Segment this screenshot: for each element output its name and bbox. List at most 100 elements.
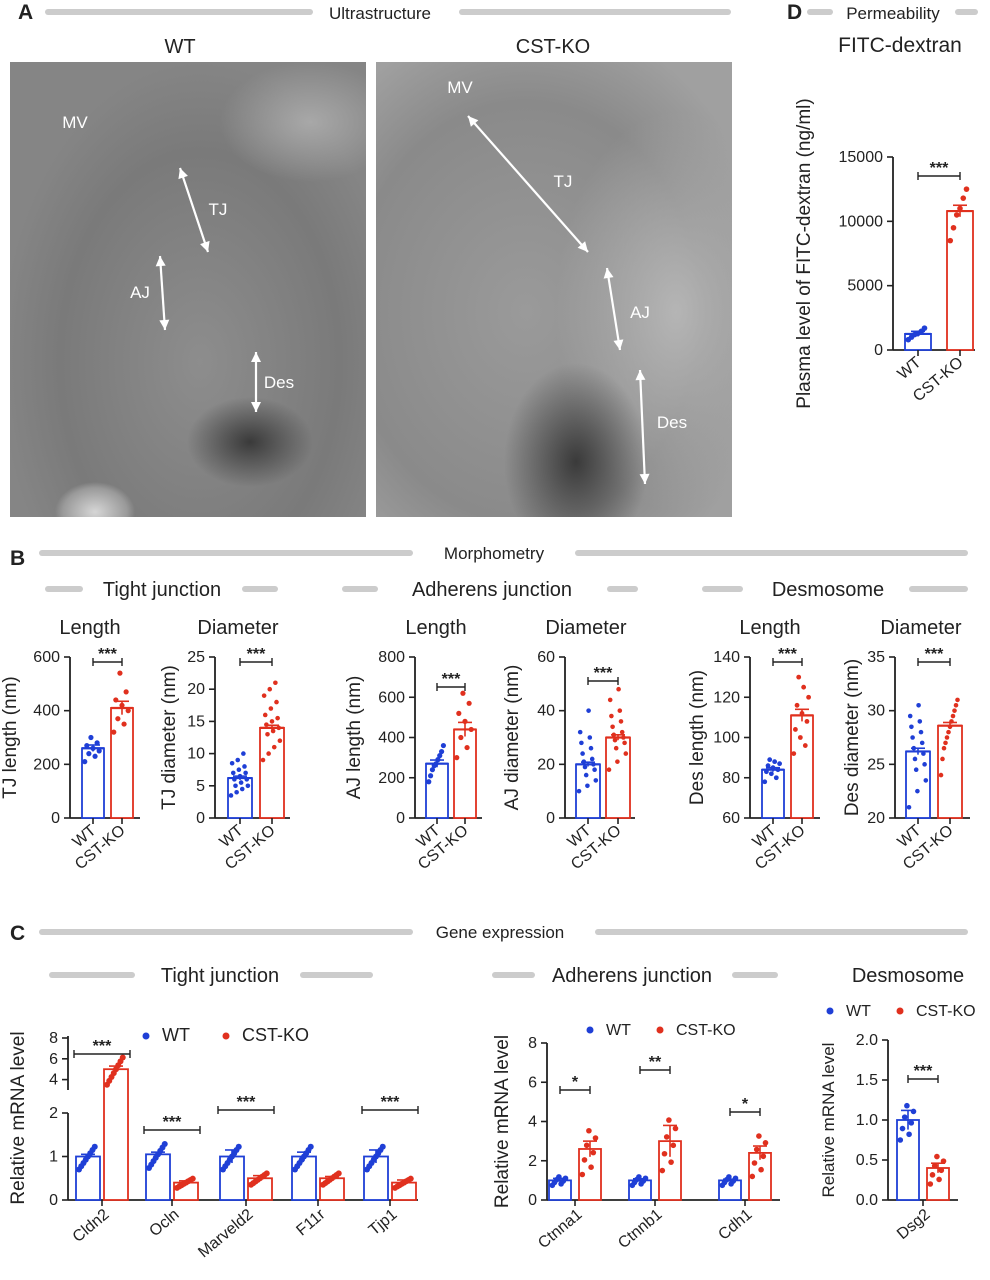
ge_aj-point bbox=[583, 1142, 590, 1149]
ge_tj-y-tick-label: 2 bbox=[49, 1105, 58, 1122]
des_dia-cst-ko-point bbox=[938, 772, 944, 778]
ge_aj-point bbox=[721, 1179, 728, 1186]
des_dia-cst-ko-point bbox=[952, 708, 957, 713]
ge_aj-y-tick-label: 2 bbox=[528, 1153, 537, 1170]
arrow-tj-wt-shaft bbox=[178, 167, 210, 253]
fitc-cst-ko-point bbox=[953, 212, 960, 218]
ge_tj-point bbox=[366, 1163, 373, 1170]
fitc-cst-ko-point bbox=[947, 237, 954, 244]
ge_des-y-tick-label: 1.0 bbox=[856, 1112, 878, 1129]
aj_len-cst-ko-point bbox=[464, 744, 470, 751]
aj_dia-title: Diameter bbox=[545, 617, 626, 639]
tj_len-cst-ko-point bbox=[117, 670, 123, 676]
aj_dia-cst-ko-point bbox=[606, 767, 612, 772]
fitc-y-tick-label: 0 bbox=[874, 342, 883, 359]
arrow-tj-cst-ko-head bbox=[468, 116, 479, 127]
ge_tj-y-label: Relative mRNA level bbox=[8, 1031, 29, 1204]
tj_len-y-label: TJ length (nm) bbox=[0, 676, 21, 798]
tj_len-wt-point bbox=[82, 759, 88, 765]
panel-label-d: D bbox=[787, 1, 802, 24]
ge_tj-point bbox=[187, 1176, 194, 1183]
tj_len-wt-point bbox=[86, 751, 92, 757]
ultrastructure-title: Ultrastructure bbox=[329, 4, 431, 23]
des_dia-wt-point bbox=[922, 762, 927, 767]
ge_des-Dsg2-significance: *** bbox=[914, 1063, 933, 1080]
aj_dia-cst-ko-point bbox=[619, 729, 625, 735]
legend-marker-cst-ko bbox=[896, 1007, 904, 1015]
micrograph-cst-ko bbox=[376, 62, 732, 517]
ge_aj-point bbox=[659, 1167, 666, 1174]
aj_dia-wt-point bbox=[587, 735, 593, 740]
des_len-cst-ko-point bbox=[797, 735, 803, 740]
arrow-des-cst-ko-head bbox=[639, 473, 650, 484]
tj_dia-cst-ko-point bbox=[269, 719, 275, 724]
des_len-cst-ko-point bbox=[796, 674, 802, 680]
ge_des-point bbox=[929, 1172, 936, 1178]
des_dia-wt-point bbox=[907, 713, 913, 719]
aj_dia-significance: *** bbox=[594, 665, 613, 682]
aj_dia-wt-point bbox=[579, 740, 584, 746]
des_len-cst-ko-point bbox=[804, 719, 810, 724]
tj_len-cst-ko-point bbox=[125, 708, 131, 714]
arrow-des-cst-ko-shaft bbox=[638, 369, 647, 485]
ge_aj-point bbox=[758, 1166, 764, 1173]
aj_len-wt-point bbox=[429, 767, 436, 773]
des_len-wt-point bbox=[772, 759, 778, 765]
arrow-tj-wt bbox=[178, 167, 210, 253]
des_dia-wt-point bbox=[918, 729, 924, 735]
des_dia-title: Diameter bbox=[880, 617, 961, 639]
ge_aj-point bbox=[749, 1173, 756, 1180]
des_dia-y-tick-label: 20 bbox=[867, 810, 885, 827]
tj_len-y-tick-label: 0 bbox=[51, 810, 60, 827]
panel-label-c: C bbox=[10, 922, 25, 945]
ge_tj-point bbox=[117, 1058, 124, 1065]
chart-ge_tj: 0 1 2 4 6 8 Relative mRNA level WT CST-KO Cldn2 **… bbox=[8, 1025, 419, 1261]
fitc-x-label-wt: WT bbox=[895, 354, 925, 383]
arrow-des-wt-head bbox=[251, 352, 261, 362]
ge_tj-point bbox=[394, 1183, 401, 1190]
group-title-tight-junction: Tight junction bbox=[161, 965, 279, 987]
ge_des-point bbox=[904, 1102, 910, 1109]
ge_aj-y-tick-label: 0 bbox=[528, 1192, 537, 1209]
fitc-y-tick-label: 5000 bbox=[847, 278, 883, 295]
fitc-y-tick-label: 10000 bbox=[839, 213, 884, 230]
aj_dia-cst-ko-point bbox=[607, 697, 613, 703]
tj_dia-wt-point bbox=[242, 764, 247, 769]
des_len-wt-point bbox=[765, 763, 771, 769]
ge_tj-Tjp1-significance: *** bbox=[381, 1094, 400, 1111]
des_len-wt-point bbox=[767, 757, 773, 763]
tj_dia-significance: *** bbox=[247, 646, 266, 663]
aj_dia-y-tick-label: 0 bbox=[546, 810, 555, 827]
ge_tj-y-tick-label: 1 bbox=[49, 1149, 58, 1166]
ge_aj-point bbox=[726, 1174, 732, 1180]
aj_dia-wt-point bbox=[580, 751, 585, 756]
arrow-aj-wt-shaft bbox=[158, 255, 167, 331]
tj_dia-cst-ko-point bbox=[260, 757, 266, 763]
tj_dia-cst-ko-point bbox=[262, 712, 268, 718]
ge_des-point bbox=[910, 1108, 917, 1115]
aj_len-title: Length bbox=[405, 617, 466, 639]
tj_dia-y-tick-label: 25 bbox=[187, 649, 205, 666]
ge_aj-point bbox=[581, 1157, 588, 1163]
label-aj-cst-ko: AJ bbox=[630, 303, 650, 322]
tj_dia-wt-point bbox=[230, 770, 236, 776]
des_dia-wt-point bbox=[912, 756, 918, 762]
tj_dia-title: Diameter bbox=[197, 617, 278, 639]
aj_dia-y-tick-label: 40 bbox=[537, 703, 555, 720]
tj_dia-cst-ko-point bbox=[277, 738, 283, 744]
aj_dia-cst-ko-point bbox=[618, 719, 624, 724]
tj_dia-y-label: TJ diameter (nm) bbox=[159, 665, 180, 810]
tj_len-significance: *** bbox=[98, 646, 117, 663]
ge_tj-point bbox=[148, 1161, 155, 1168]
aj_len-y-label: AJ length (nm) bbox=[344, 676, 365, 800]
ge_aj-Cdh1-significance: * bbox=[742, 1096, 749, 1113]
arrow-tj-wt-head bbox=[178, 168, 188, 180]
panel-label-a: A bbox=[18, 1, 33, 24]
aj_len-cst-ko-point bbox=[456, 710, 462, 716]
des_dia-wt-point bbox=[923, 778, 929, 783]
ge_tj-y-tick-label: 4 bbox=[49, 1072, 58, 1089]
des_dia-cst-ko-point bbox=[943, 740, 948, 746]
tj_len-y-tick-label: 600 bbox=[33, 649, 60, 666]
ge_tj-y-tick-label: 0 bbox=[49, 1192, 58, 1209]
